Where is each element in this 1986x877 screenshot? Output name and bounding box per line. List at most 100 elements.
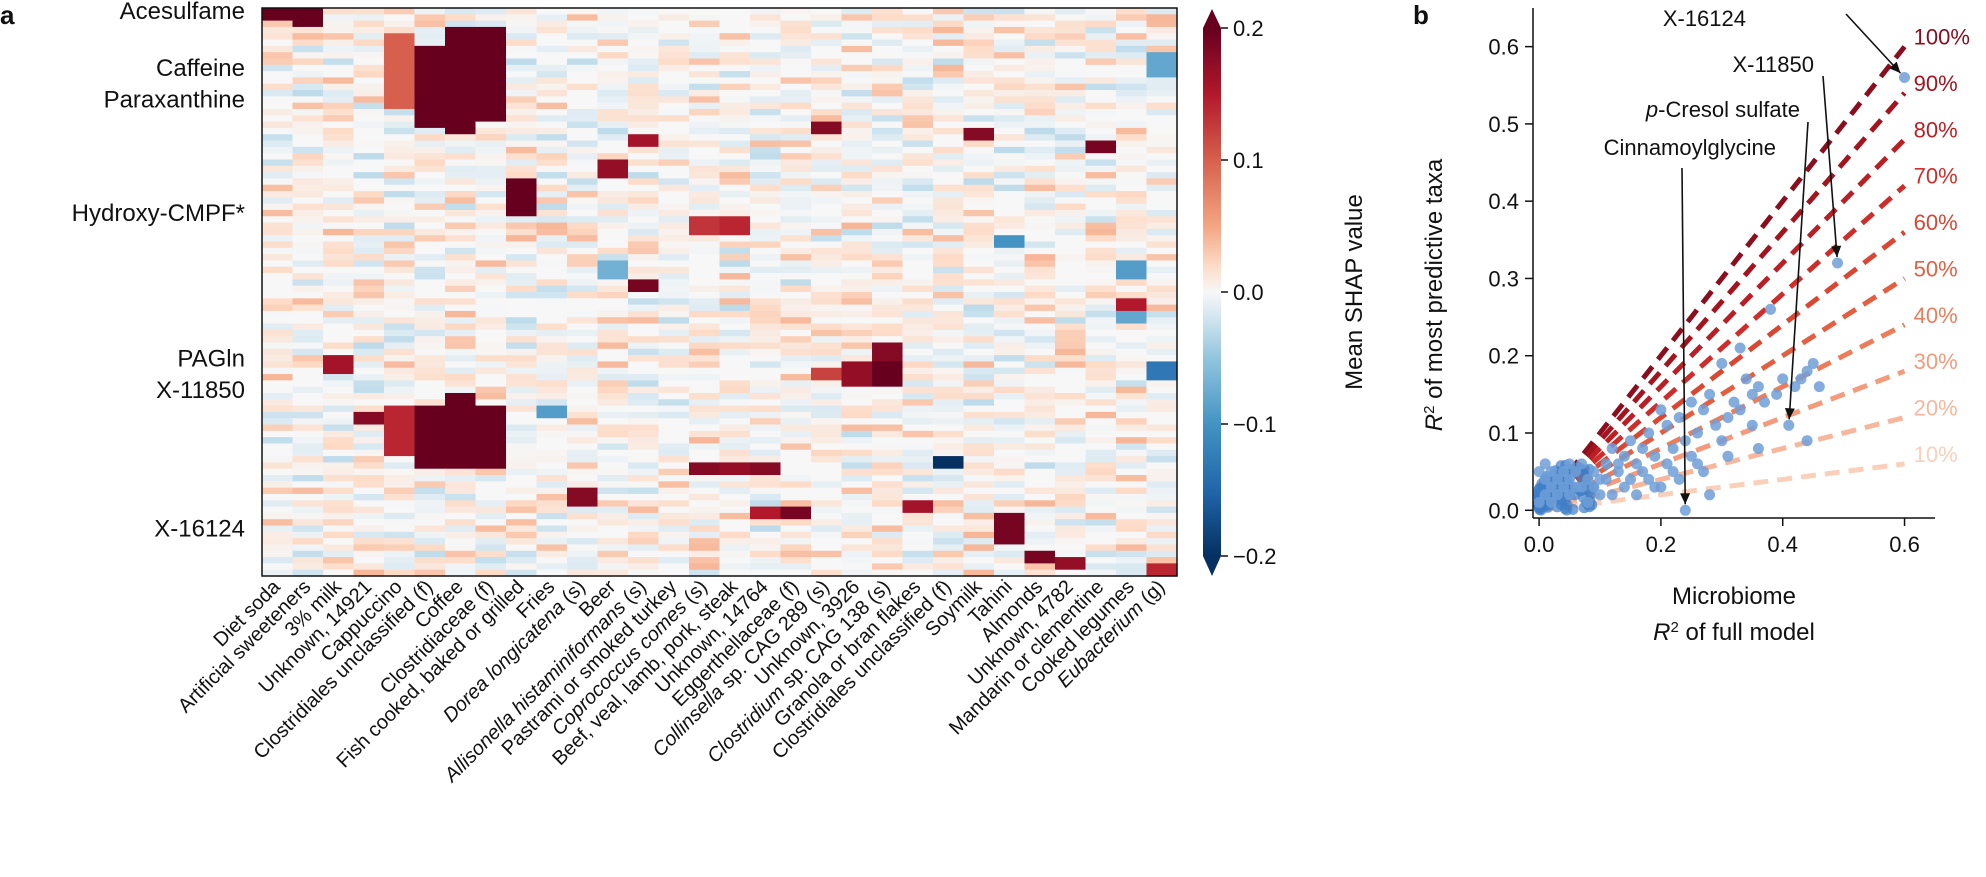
heatmap-cell	[719, 361, 751, 369]
heatmap-cell	[841, 386, 873, 394]
heatmap-cell	[353, 411, 385, 419]
heatmap-cell	[475, 266, 507, 274]
heatmap-cell	[1116, 235, 1148, 243]
heatmap-cell	[323, 26, 355, 34]
heatmap-cell	[567, 285, 599, 293]
heatmap-cell	[658, 531, 690, 539]
heatmap-cell	[536, 487, 568, 495]
heatmap-cell	[811, 102, 843, 110]
heatmap-cell	[384, 266, 416, 274]
scatter-point	[1801, 435, 1813, 447]
heatmap-cell	[994, 386, 1026, 394]
heatmap-cell	[750, 96, 782, 104]
heatmap-cell	[1085, 399, 1117, 407]
scatter-point	[1533, 497, 1545, 508]
heatmap-cell	[689, 437, 721, 445]
heatmap-cell	[353, 304, 385, 312]
heatmap-cell	[506, 247, 538, 255]
heatmap-cell	[384, 468, 416, 476]
heatmap-cell	[414, 367, 446, 375]
heatmap-cell	[689, 462, 721, 470]
heatmap-cell	[353, 235, 385, 243]
heatmap-cell	[1085, 108, 1117, 116]
heatmap-cell	[1146, 355, 1178, 363]
heatmap-cell	[994, 241, 1026, 249]
heatmap-cell	[1085, 392, 1117, 400]
x-tick-label: 0.6	[1889, 532, 1920, 557]
heatmap-cell	[811, 317, 843, 325]
heatmap-cell	[1024, 121, 1056, 129]
heatmap-cell	[872, 121, 904, 129]
heatmap-cell	[384, 367, 416, 375]
heatmap-cell	[567, 127, 599, 135]
heatmap-cell	[719, 273, 751, 280]
heatmap-cell	[963, 475, 995, 482]
heatmap-cell	[963, 418, 995, 426]
heatmap-cell	[994, 317, 1026, 325]
heatmap-cell	[1085, 506, 1117, 514]
heatmap-cell	[1146, 342, 1178, 350]
heatmap-cell	[1085, 550, 1117, 558]
heatmap-cell	[597, 418, 629, 426]
heatmap-cell	[1146, 140, 1178, 148]
heatmap-cell	[689, 538, 721, 546]
heatmap-cell	[719, 329, 751, 337]
heatmap-cell	[506, 329, 538, 337]
heatmap-cell	[353, 159, 385, 167]
heatmap-cell	[811, 83, 843, 91]
heatmap-cell	[658, 228, 690, 236]
heatmap-cell	[597, 134, 629, 142]
heatmap-cell	[811, 500, 843, 508]
heatmap-cell	[994, 96, 1026, 104]
heatmap-cell	[567, 14, 599, 22]
heatmap-cell	[414, 481, 446, 489]
heatmap-cell	[475, 96, 507, 104]
heatmap-cell	[1085, 386, 1117, 394]
heatmap-cell	[1146, 424, 1178, 432]
scatter-chart: 0.0 0.2 0.4 0.6 0.00.10.20.30.40.50.6 100%9…	[1421, 6, 1970, 646]
scatter-point	[1564, 489, 1575, 501]
heatmap-cell	[658, 58, 690, 66]
heatmap-cell	[353, 493, 385, 501]
heatmap-cell	[872, 102, 904, 110]
heatmap-cell	[658, 203, 690, 211]
heatmap-cell	[292, 569, 324, 577]
heatmap-cell	[445, 386, 477, 394]
heatmap-cell	[567, 531, 599, 539]
heatmap-cell	[1116, 52, 1148, 60]
heatmap-cell	[1024, 323, 1056, 331]
heatmap-cell	[658, 298, 690, 306]
heatmap-cell	[963, 557, 995, 564]
heatmap-cell	[262, 493, 294, 501]
heatmap-cell	[658, 52, 690, 60]
heatmap-cell	[1116, 77, 1148, 85]
heatmap-cell	[1116, 563, 1148, 571]
reference-line-label: 50%	[1914, 256, 1958, 281]
heatmap-cell	[902, 26, 934, 34]
heatmap-cell	[353, 342, 385, 350]
heatmap-cell	[872, 45, 904, 53]
heatmap-cell	[262, 197, 294, 205]
heatmap-cell	[628, 228, 660, 236]
heatmap-cell	[689, 108, 721, 116]
heatmap-cell	[506, 115, 538, 123]
heatmap-cell	[811, 71, 843, 79]
heatmap-cell	[811, 197, 843, 205]
heatmap-cell	[658, 424, 690, 432]
heatmap-cell	[384, 172, 416, 179]
heatmap-cell	[353, 392, 385, 400]
heatmap-cell	[750, 298, 782, 306]
heatmap-cell	[414, 254, 446, 262]
heatmap-cell	[902, 531, 934, 539]
heatmap-cell	[262, 298, 294, 306]
scatter-point	[1612, 466, 1624, 478]
heatmap-cell	[323, 108, 355, 116]
heatmap-cell	[902, 58, 934, 66]
heatmap-cell	[750, 557, 782, 564]
heatmap-cell	[811, 411, 843, 419]
heatmap-cell	[841, 512, 873, 520]
heatmap-cell	[536, 563, 568, 571]
heatmap-cell	[994, 569, 1026, 577]
heatmap-cell	[1055, 203, 1087, 211]
heatmap-cell	[292, 386, 324, 394]
